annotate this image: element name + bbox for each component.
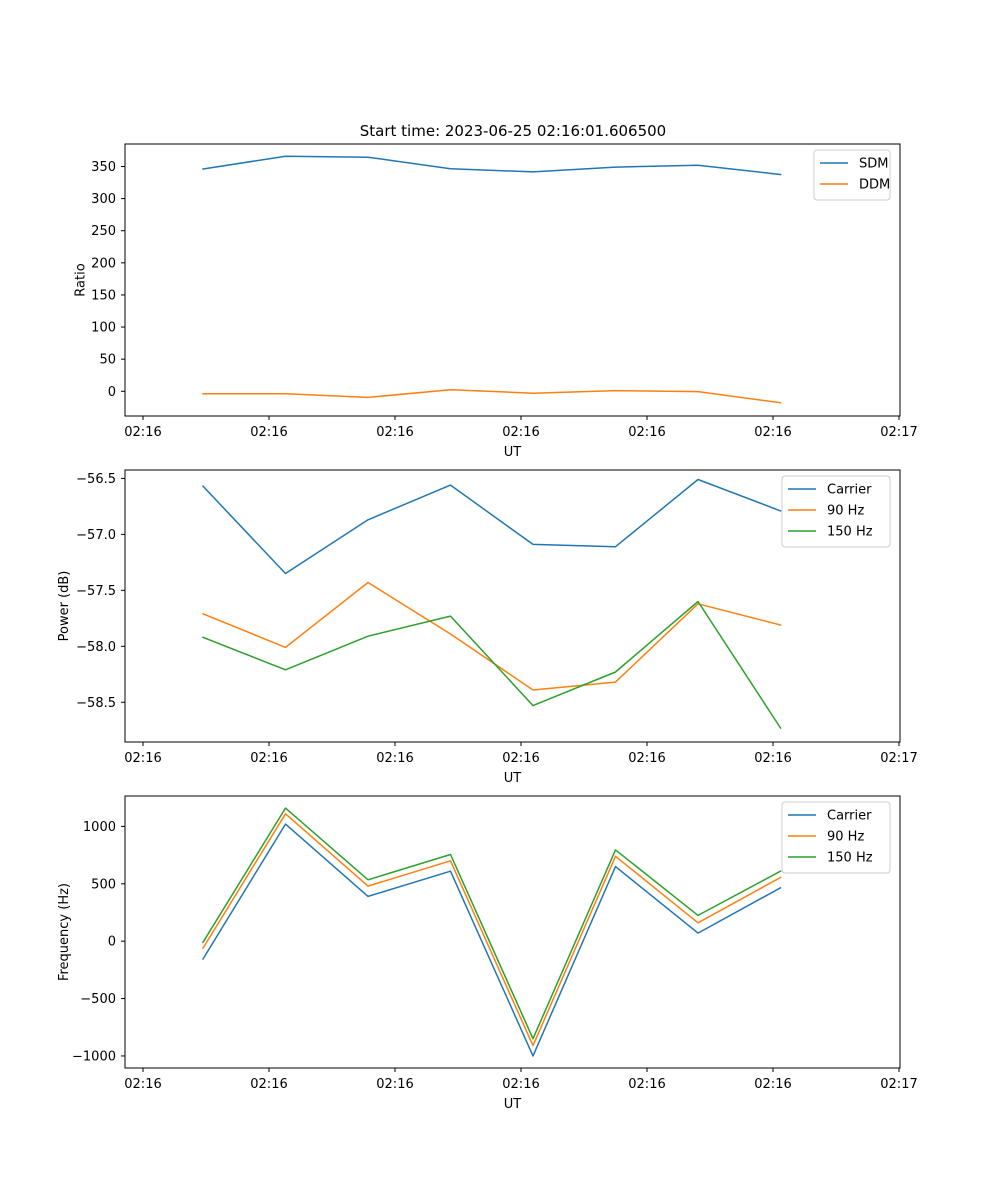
y-axis-label: Power (dB) xyxy=(57,571,72,642)
x-tick-label: 02:16 xyxy=(376,425,413,440)
y-tick-label: 350 xyxy=(91,160,116,175)
x-axis-label: UT xyxy=(504,771,522,786)
x-axis-label: UT xyxy=(504,445,522,460)
x-tick-label: 02:16 xyxy=(628,1077,665,1092)
legend-label: 90 Hz xyxy=(827,830,864,845)
y-tick-label: −58.5 xyxy=(76,696,116,711)
legend: Carrier 90 Hz 150 Hz xyxy=(781,801,891,874)
y-tick-label: 100 xyxy=(91,321,116,336)
x-tick-label: 02:16 xyxy=(250,751,287,766)
series-line-sdm xyxy=(202,155,782,176)
legend: SDM DDM xyxy=(813,149,891,201)
series-line-90-hz xyxy=(202,581,782,691)
y-axis-label: Frequency (Hz) xyxy=(57,883,72,981)
y-tick-label: −500 xyxy=(80,992,116,1007)
x-axis-label: UT xyxy=(504,1097,522,1112)
y-tick-label: −1000 xyxy=(72,1049,116,1064)
legend-label: 150 Hz xyxy=(827,851,873,866)
y-tick-label: −56.5 xyxy=(76,472,116,487)
x-tick-label: 02:16 xyxy=(628,425,665,440)
series-line-150-hz xyxy=(202,600,782,730)
y-tick-label: 0 xyxy=(108,935,116,950)
chart-panels: 02:16 02:16 02:16 02:16 02:16 02:16 02:17 UT 0 50… xyxy=(57,143,918,1112)
x-tick-label: 02:16 xyxy=(754,425,791,440)
y-tick-label: 300 xyxy=(91,192,116,207)
legend-label: DDM xyxy=(859,178,890,193)
legend-label: 150 Hz xyxy=(827,525,873,540)
series-line-carrier xyxy=(201,823,782,1057)
x-tick-label: 02:16 xyxy=(502,425,539,440)
axes-frame xyxy=(124,469,901,743)
y-tick-label: 1000 xyxy=(83,820,116,835)
x-tick-label: 02:17 xyxy=(880,751,917,766)
axes-frame xyxy=(124,143,901,417)
y-tick-label: 50 xyxy=(99,353,116,368)
x-tick-label: 02:16 xyxy=(628,751,665,766)
x-tick-label: 02:16 xyxy=(376,751,413,766)
legend-label: Carrier xyxy=(827,809,872,824)
y-tick-label: 250 xyxy=(91,224,116,239)
x-tick-label: 02:16 xyxy=(124,751,161,766)
y-axis-label: Ratio xyxy=(73,263,88,296)
x-tick-label: 02:17 xyxy=(880,1077,917,1092)
y-tick-label: 500 xyxy=(91,877,116,892)
chart-panel: 02:16 02:16 02:16 02:16 02:16 02:16 02:17 UT −58… xyxy=(57,469,918,786)
y-tick-label: 150 xyxy=(91,288,116,303)
series-line-ddm xyxy=(202,388,782,404)
y-tick-label: −57.5 xyxy=(76,584,116,599)
y-tick-label: 200 xyxy=(91,256,116,271)
legend-label: Carrier xyxy=(827,483,872,498)
y-tick-label: 0 xyxy=(108,385,116,400)
chart-panel: 02:16 02:16 02:16 02:16 02:16 02:16 02:17 UT −10… xyxy=(57,795,918,1112)
x-tick-label: 02:16 xyxy=(502,751,539,766)
legend-label: 90 Hz xyxy=(827,504,864,519)
series-line-90-hz xyxy=(201,813,782,1047)
x-tick-label: 02:17 xyxy=(880,425,917,440)
x-tick-label: 02:16 xyxy=(754,1077,791,1092)
x-tick-label: 02:16 xyxy=(124,425,161,440)
x-tick-label: 02:16 xyxy=(376,1077,413,1092)
figure-title: Start time: 2023-06-25 02:16:01.606500 xyxy=(360,122,666,140)
axes-frame xyxy=(124,795,901,1069)
x-tick-label: 02:16 xyxy=(124,1077,161,1092)
x-tick-label: 02:16 xyxy=(754,751,791,766)
y-tick-label: −58.0 xyxy=(76,640,116,655)
legend: Carrier 90 Hz 150 Hz xyxy=(781,475,891,548)
legend-box xyxy=(781,801,891,874)
y-tick-label: −57.0 xyxy=(76,528,116,543)
series-line-carrier xyxy=(201,478,782,575)
x-tick-label: 02:16 xyxy=(250,1077,287,1092)
chart-panel: 02:16 02:16 02:16 02:16 02:16 02:16 02:17 UT 0 50… xyxy=(73,143,918,460)
x-tick-label: 02:16 xyxy=(250,425,287,440)
legend-label: SDM xyxy=(859,157,888,172)
x-tick-label: 02:16 xyxy=(502,1077,539,1092)
legend-box xyxy=(781,475,891,548)
series-line-150-hz xyxy=(201,807,782,1040)
